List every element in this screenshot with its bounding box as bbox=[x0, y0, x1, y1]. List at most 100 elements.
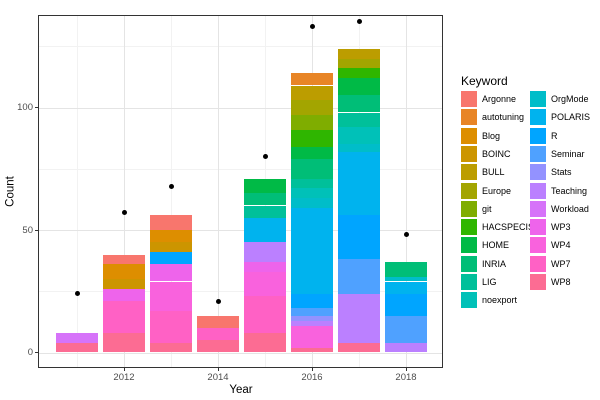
bar-segment-WP3 bbox=[103, 288, 145, 301]
bar-segment-Seminar bbox=[385, 315, 427, 343]
grid-major-v bbox=[124, 16, 125, 367]
y-axis-tick bbox=[35, 352, 38, 353]
bar-segment-R bbox=[338, 215, 380, 260]
y-axis-tick-label: 50 bbox=[22, 224, 33, 236]
bar-segment-git bbox=[291, 114, 333, 130]
grid-major-v bbox=[406, 16, 407, 367]
data-point bbox=[403, 232, 409, 238]
legend-label-WP7: WP7 bbox=[551, 258, 571, 269]
bar-segment-LIG bbox=[338, 112, 380, 128]
bar-segment-HACSPECIS bbox=[291, 129, 333, 147]
bar-segment-Stats bbox=[291, 315, 333, 321]
legend-label-git: git bbox=[482, 203, 492, 214]
plot-panel bbox=[38, 15, 443, 368]
bar-segment-Blog bbox=[150, 230, 192, 243]
bar-segment-WP4 bbox=[150, 281, 192, 311]
grid-major-h bbox=[39, 107, 442, 109]
legend-label-POLARIS: POLARIS bbox=[551, 112, 591, 123]
bar-segment-WP7 bbox=[197, 328, 239, 341]
data-point bbox=[309, 24, 315, 30]
legend-swatch-Stats bbox=[530, 164, 546, 181]
legend-label-HOME: HOME bbox=[482, 240, 509, 251]
legend-label-noexport: noexport bbox=[482, 295, 518, 306]
bar-segment-Seminar bbox=[338, 259, 380, 294]
data-point bbox=[121, 210, 127, 216]
grid-major-h bbox=[39, 352, 442, 354]
data-point bbox=[215, 298, 221, 304]
bar-segment-POLARIS bbox=[244, 217, 286, 243]
legend-label-LIG: LIG bbox=[482, 277, 497, 287]
legend-label-Workload: Workload bbox=[551, 203, 589, 214]
bar-segment-LIG bbox=[244, 205, 286, 218]
bar-segment-HOME bbox=[244, 178, 286, 194]
grid-minor-v bbox=[77, 16, 78, 367]
y-axis-title: Count bbox=[4, 176, 17, 207]
bar-segment-BOINC bbox=[150, 242, 192, 253]
legend-label-OrgMode: OrgMode bbox=[551, 94, 589, 104]
bar-segment-R bbox=[291, 293, 333, 309]
bar-segment-INRIA bbox=[385, 261, 427, 277]
legend-swatch-noexport bbox=[461, 292, 477, 309]
bar-segment-WP3 bbox=[150, 264, 192, 282]
bar-segment-noexport bbox=[291, 188, 333, 199]
bar-segment-Europe bbox=[291, 100, 333, 115]
bar-segment-noexport bbox=[338, 127, 380, 145]
bar-segment-INRIA bbox=[291, 159, 333, 179]
legend-label-Teaching: Teaching bbox=[551, 185, 588, 196]
legend-swatch-R bbox=[530, 127, 546, 144]
bar-segment-WP8 bbox=[197, 340, 239, 353]
bar-segment-INRIA bbox=[338, 95, 380, 113]
grid-minor-h bbox=[39, 46, 442, 48]
legend-swatch-Teaching bbox=[530, 182, 546, 199]
x-axis-tick bbox=[123, 368, 125, 371]
bar-segment-WP3 bbox=[244, 261, 286, 272]
x-axis-tick-label: 2014 bbox=[207, 372, 229, 383]
legend-swatch-OrgMode bbox=[530, 91, 546, 107]
legend-label-R: R bbox=[551, 130, 558, 141]
bar-segment-Argonne bbox=[197, 315, 239, 328]
legend-swatch-BULL bbox=[461, 164, 477, 181]
legend-label-Argonne: Argonne bbox=[482, 94, 517, 104]
bar-segment-Argonne bbox=[150, 215, 192, 231]
bar-segment-WP4 bbox=[244, 271, 286, 297]
bar-segment-INRIA bbox=[244, 193, 286, 206]
bar-segment-Blog bbox=[103, 264, 145, 279]
bar-segment-WP8 bbox=[150, 342, 192, 353]
bar-segment-OrgMode bbox=[385, 276, 427, 282]
bar-segment-Workload bbox=[56, 332, 98, 343]
legend-label-Europe: Europe bbox=[482, 185, 512, 196]
bar-segment-WP8 bbox=[244, 332, 286, 353]
legend-label-WP3: WP3 bbox=[551, 222, 571, 233]
bar-segment-POLARIS bbox=[385, 281, 427, 294]
legend-swatch-Workload bbox=[530, 200, 546, 217]
data-point bbox=[74, 291, 80, 297]
y-axis-tick bbox=[35, 229, 38, 231]
legend-swatch-autotuning bbox=[461, 109, 477, 126]
y-axis-tick-label: 0 bbox=[27, 347, 33, 358]
y-axis-tick bbox=[35, 107, 38, 109]
legend-swatch-Europe bbox=[461, 182, 477, 199]
bar-segment-HACSPECIS bbox=[338, 68, 380, 79]
legend-label-BULL: BULL bbox=[482, 167, 505, 178]
bar-segment-WP8 bbox=[291, 347, 333, 353]
bar-segment-HOME bbox=[338, 78, 380, 96]
x-axis-title: Year bbox=[229, 384, 253, 396]
data-point bbox=[262, 154, 268, 160]
legend-swatch-Seminar bbox=[530, 145, 546, 162]
legend-swatch-LIG bbox=[461, 274, 477, 290]
bar-segment-HOME bbox=[291, 146, 333, 159]
legend-swatch-Argonne bbox=[461, 91, 477, 107]
bar-segment-BOINC bbox=[103, 279, 145, 289]
data-point bbox=[168, 183, 174, 189]
legend-label-BOINC: BOINC bbox=[482, 148, 511, 159]
legend-label-WP4: WP4 bbox=[551, 240, 571, 251]
legend-swatch-WP3 bbox=[530, 219, 546, 236]
grid-minor-h bbox=[39, 291, 442, 293]
bar-segment-Teaching bbox=[291, 320, 333, 326]
bar-segment-BULL bbox=[338, 48, 380, 59]
bar-segment-autotuning bbox=[291, 73, 333, 86]
bar-segment-POLARIS bbox=[291, 208, 333, 294]
legend-swatch-POLARIS bbox=[530, 109, 546, 126]
legend-label-INRIA: INRIA bbox=[482, 258, 507, 269]
legend-swatch-HACSPECIS bbox=[461, 219, 477, 236]
